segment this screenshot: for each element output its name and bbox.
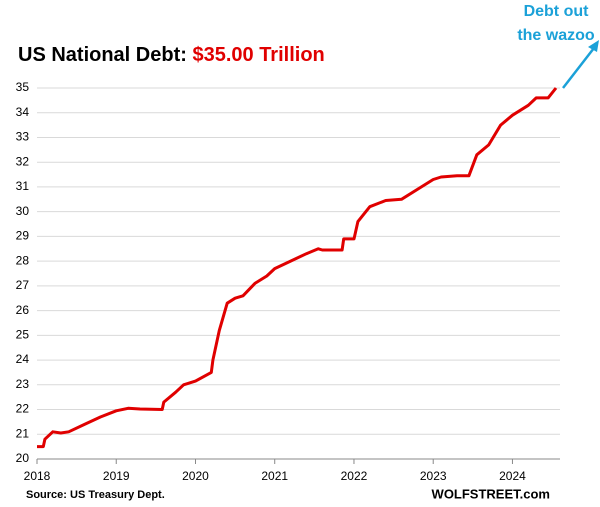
y-tick-label: 33	[16, 130, 30, 144]
annotation: Debt out	[524, 3, 590, 20]
y-tick-label: 35	[16, 80, 30, 94]
x-tick-label: 2024	[499, 469, 526, 483]
y-tick-label: 34	[16, 105, 30, 119]
y-tick-label: 22	[16, 402, 30, 416]
x-tick-label: 2019	[103, 469, 130, 483]
y-tick-label: 23	[16, 377, 30, 391]
y-tick-label: 30	[16, 204, 30, 218]
x-tick-label: 2018	[24, 469, 51, 483]
x-tick-label: 2023	[420, 469, 447, 483]
y-tick-label: 26	[16, 303, 30, 317]
y-tick-label: 28	[16, 253, 30, 267]
source: Source: US Treasury Dept.	[26, 489, 165, 501]
title-highlight: $35.00 Trillion	[192, 44, 324, 66]
y-tick-label: 32	[16, 154, 30, 168]
arrow	[562, 47, 595, 89]
arrow-head	[588, 40, 599, 52]
debt-line	[37, 87, 558, 449]
x-tick-label: 2020	[182, 469, 209, 483]
y-tick-label: 20	[16, 451, 30, 465]
annotation: the wazoo	[517, 27, 595, 44]
y-tick-label: 24	[16, 352, 30, 366]
credit: WOLFSTREET.com	[432, 486, 550, 501]
y-tick-label: 29	[16, 229, 30, 243]
y-tick-label: 25	[16, 328, 30, 342]
x-tick-label: 2022	[341, 469, 368, 483]
y-tick-label: 31	[16, 179, 30, 193]
chart-title: US National Debt: $35.00 Trillion	[18, 44, 325, 66]
x-tick-label: 2021	[261, 469, 288, 483]
y-tick-label: 27	[16, 278, 30, 292]
y-tick-label: 21	[16, 426, 30, 440]
title-text: US National Debt:	[18, 44, 187, 66]
